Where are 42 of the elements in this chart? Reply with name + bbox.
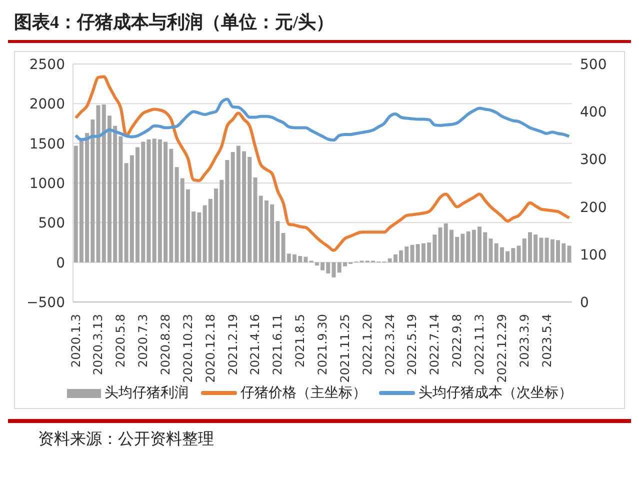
y-tick-label: 2500 — [29, 56, 65, 73]
text: 资料来源：公开资料整理 — [37, 430, 215, 450]
x-tick-label: 2020.7.3 — [136, 314, 150, 368]
y-tick-label: 1500 — [29, 136, 65, 152]
x-tick-label: 2022.12.29 — [494, 314, 509, 383]
x-tick-label: 2023.5.4 — [540, 314, 554, 368]
x-tick-label: 2020.1.3 — [68, 314, 83, 368]
chart-title: 图表4：仔猪成本与利润（单位：元/头） — [13, 11, 336, 34]
x-tick-label: 2023.3.9 — [517, 314, 532, 368]
x-tick-label: 2021.6.11 — [270, 314, 285, 376]
y2-tick-label: 500 — [580, 56, 607, 73]
x-tick-label: 2021.4.16 — [248, 314, 262, 376]
x-tick-label: 2021.11.25 — [338, 314, 352, 383]
x-tick-label: 2022.7.14 — [428, 314, 442, 376]
x-tick-label: 2020.5.8 — [114, 314, 128, 368]
y2-tick-label: 400 — [580, 104, 607, 121]
y2-tick-label: 300 — [580, 152, 607, 168]
y-tick-label: 2000 — [29, 96, 65, 113]
x-tick-label: 2020.12.18 — [203, 314, 218, 383]
y2-tick-label: 200 — [580, 200, 607, 216]
line-series — [74, 75, 571, 252]
x-tick-label: 2022.1.20 — [360, 314, 374, 376]
x-tick-label: 2022.9.8 — [450, 314, 464, 368]
x-tick-label: 2020.3.13 — [91, 314, 106, 376]
y2-tick-label: 100 — [580, 247, 607, 264]
legend-label: 头均仔猪成本（次坐标） — [418, 384, 572, 402]
x-tick-label: 2020.8.28 — [158, 314, 173, 376]
y-tick-label: 500 — [38, 216, 65, 232]
x-tick-label: 2022.5.19 — [405, 314, 420, 376]
x-tick-label: 2021.9.30 — [316, 314, 330, 376]
y-tick-label: 1000 — [29, 176, 65, 192]
y-tick-label: 0 — [56, 255, 65, 272]
line-series — [74, 98, 571, 142]
y2-tick-label: 0 — [580, 294, 589, 311]
x-tick-label: 2022.3.24 — [382, 314, 397, 376]
x-tick-label: 2020.10.23 — [180, 314, 195, 383]
legend-label: 头均仔猪利润 — [104, 384, 188, 402]
legend-label: 仔猪价格（主坐标） — [240, 384, 366, 402]
x-tick-label: 2021.8.5 — [293, 314, 308, 368]
y-tick-label: −500 — [26, 294, 65, 311]
x-tick-label: 2021.2.19 — [226, 314, 240, 376]
x-tick-label: 2022.11.3 — [472, 314, 486, 376]
